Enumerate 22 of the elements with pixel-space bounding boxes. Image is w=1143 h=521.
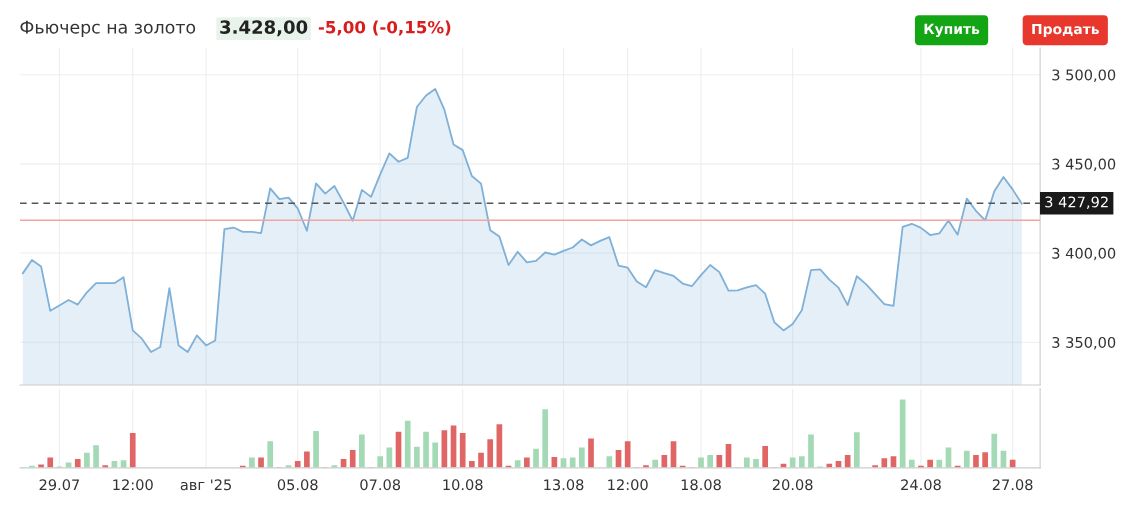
x-tick-label: 05.08 [277, 479, 318, 491]
x-tick-label: 24.08 [901, 479, 941, 491]
x-tick-label: 18.08 [681, 479, 721, 491]
x-tick-label: 27.08 [992, 479, 1033, 491]
x-tick-label: 13.08 [544, 479, 584, 491]
y-tick-label: 3 350,00 [1052, 336, 1116, 350]
text: 3.428,00 [220, 20, 308, 37]
text: Продать [1032, 23, 1099, 37]
text: Купить [924, 23, 980, 37]
x-tick-label: 29.07 [39, 479, 80, 491]
y-tick-label: 3 400,00 [1052, 247, 1116, 261]
x-tick-label: 10.08 [443, 479, 483, 491]
y-tick-label: 3 500,00 [1052, 69, 1116, 82]
x-tick-label: 20.08 [772, 479, 813, 491]
x-tick-label: 12:00 [608, 479, 648, 491]
y-tick-label: 3 450,00 [1052, 158, 1116, 172]
x-tick-label: 12:00 [113, 479, 153, 491]
text: -5,00 (-0,15%) [318, 20, 451, 36]
chart-title: Фьючерс на золото [20, 20, 196, 38]
x-tick-label: 07.08 [360, 479, 401, 491]
ref-line-label: 3 427,92 [1045, 196, 1108, 209]
x-tick-label: авг '25 [180, 479, 231, 491]
